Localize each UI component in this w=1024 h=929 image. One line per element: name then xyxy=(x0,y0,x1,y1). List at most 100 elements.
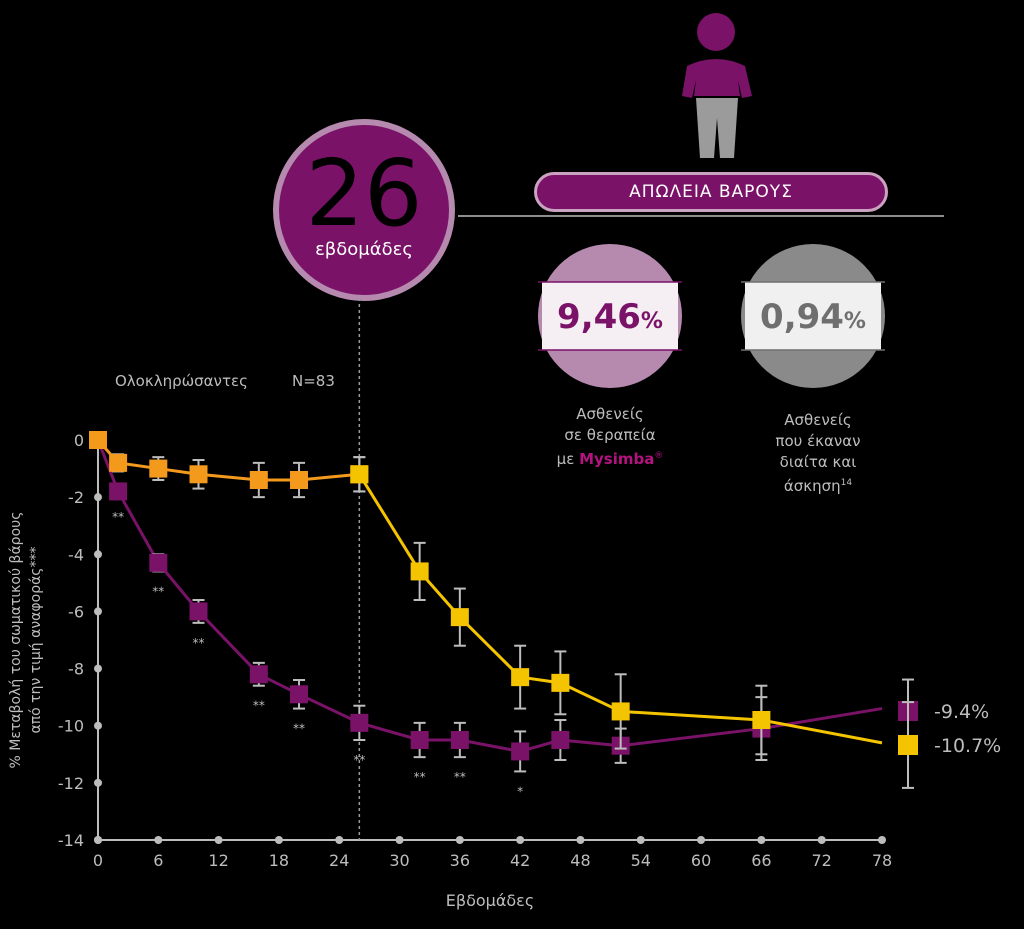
y-tick-label: 0 xyxy=(74,431,84,450)
data-point xyxy=(149,553,168,572)
stat-control-caption: Ασθενείς που έκαναν διαίτα και άσκηση14 xyxy=(748,410,888,497)
data-point xyxy=(89,431,107,449)
y-tick xyxy=(94,550,102,559)
significance-label: ** xyxy=(112,510,124,524)
data-point xyxy=(450,608,469,627)
x-tick xyxy=(94,836,102,844)
badge-number: 26 xyxy=(305,140,422,247)
weight-loss-label: ΑΠΩΛΕΙΑ ΒΑΡΟΥΣ xyxy=(534,172,888,212)
data-point xyxy=(249,471,268,489)
y-axis-label-2: από την τιμή αναφοράς*** xyxy=(28,546,44,733)
series-line xyxy=(96,439,762,753)
x-tick xyxy=(455,836,464,844)
stat-treatment-value: 9,46 xyxy=(557,297,641,337)
data-point xyxy=(189,602,208,621)
y-tick-label: -10 xyxy=(58,717,84,736)
significance-label: ** xyxy=(353,753,365,767)
x-tick xyxy=(636,836,645,844)
significance-label: * xyxy=(517,784,523,798)
series-line xyxy=(96,439,360,482)
y-tick-label: -4 xyxy=(68,545,84,564)
data-point xyxy=(551,731,570,749)
data-point xyxy=(350,465,369,484)
x-tick-label: 6 xyxy=(153,851,163,870)
y-tick-label: -6 xyxy=(68,602,84,621)
x-tick xyxy=(697,836,706,844)
stat-control-caption-last: διαίτα και άσκηση xyxy=(779,453,857,495)
weeks-badge xyxy=(273,119,455,301)
data-point xyxy=(249,665,268,684)
stat-control-caption-line: που έκαναν xyxy=(775,432,861,450)
end-value-label: -10.7% xyxy=(934,735,1001,757)
data-point xyxy=(511,668,530,687)
brand-name: Mysimba xyxy=(579,450,655,468)
x-tick-label: 30 xyxy=(389,851,409,870)
x-tick xyxy=(335,836,344,844)
x-tick-label: 60 xyxy=(691,851,711,870)
data-point xyxy=(350,713,369,732)
x-tick-label: 0 xyxy=(93,851,103,870)
stat-treatment-caption-line: Ασθενείς xyxy=(576,405,644,423)
stat-control-value: 0,94 xyxy=(760,297,844,337)
data-point xyxy=(410,562,429,581)
data-point xyxy=(752,711,771,729)
significance-label: ** xyxy=(414,770,426,784)
badge-unit: εβδομάδες xyxy=(315,239,413,260)
x-tick-label: 24 xyxy=(329,851,349,870)
stat-treatment-caption-line: σε θεραπεία xyxy=(564,426,656,444)
x-tick xyxy=(395,836,404,844)
x-tick-label: 48 xyxy=(570,851,590,870)
y-tick-label: -2 xyxy=(68,488,84,507)
y-tick xyxy=(94,493,102,502)
data-point xyxy=(450,731,469,749)
data-point xyxy=(290,471,309,489)
y-tick-label: -14 xyxy=(58,831,84,850)
significance-label: ** xyxy=(293,722,305,736)
x-tick xyxy=(516,836,525,844)
y-axis-label-1: % Μεταβολή του σωματικού βάρους xyxy=(8,512,24,769)
y-tick-label: -12 xyxy=(58,774,84,793)
stat-treatment: 9,46% xyxy=(538,244,682,388)
data-point xyxy=(149,459,168,478)
chart-n-label: N=83 xyxy=(292,372,335,390)
y-tick-label: -8 xyxy=(68,660,84,679)
significance-label: ** xyxy=(193,636,205,650)
stat-treatment-unit: % xyxy=(641,309,663,334)
x-tick-label: 18 xyxy=(269,851,289,870)
svg-text:9,46%: 9,46% xyxy=(557,297,663,337)
brand-mark: ® xyxy=(654,451,664,461)
x-tick xyxy=(274,836,283,844)
y-tick xyxy=(94,778,102,787)
x-tick-label: 66 xyxy=(751,851,771,870)
stat-control: 0,94% xyxy=(741,244,885,388)
significance-label: ** xyxy=(454,770,466,784)
x-tick xyxy=(817,836,826,844)
x-tick xyxy=(576,836,585,844)
x-tick xyxy=(757,836,766,844)
data-point xyxy=(551,673,570,692)
person-icon xyxy=(682,13,752,158)
x-tick-label: 36 xyxy=(450,851,470,870)
x-tick-label: 42 xyxy=(510,851,530,870)
reference-mark: 14 xyxy=(840,478,853,488)
x-axis-label: Εβδομάδες xyxy=(446,891,534,910)
data-point xyxy=(189,465,208,484)
data-point xyxy=(109,482,128,501)
trend-line xyxy=(761,718,883,745)
y-tick xyxy=(94,721,102,730)
y-tick xyxy=(94,664,102,673)
data-point xyxy=(511,742,530,761)
significance-label: ** xyxy=(152,584,164,598)
x-tick-label: 78 xyxy=(872,851,892,870)
trend-line xyxy=(761,707,883,731)
data-point xyxy=(109,453,128,472)
significance-label: ** xyxy=(253,699,265,713)
stat-treatment-caption: Ασθενείς σε θεραπεία με Mysimba® xyxy=(550,404,670,470)
stat-control-unit: % xyxy=(844,309,866,334)
end-value-label: -9.4% xyxy=(934,701,989,723)
end-marker xyxy=(898,735,918,755)
x-tick xyxy=(878,836,886,844)
x-tick xyxy=(214,836,223,844)
x-tick-label: 54 xyxy=(631,851,651,870)
